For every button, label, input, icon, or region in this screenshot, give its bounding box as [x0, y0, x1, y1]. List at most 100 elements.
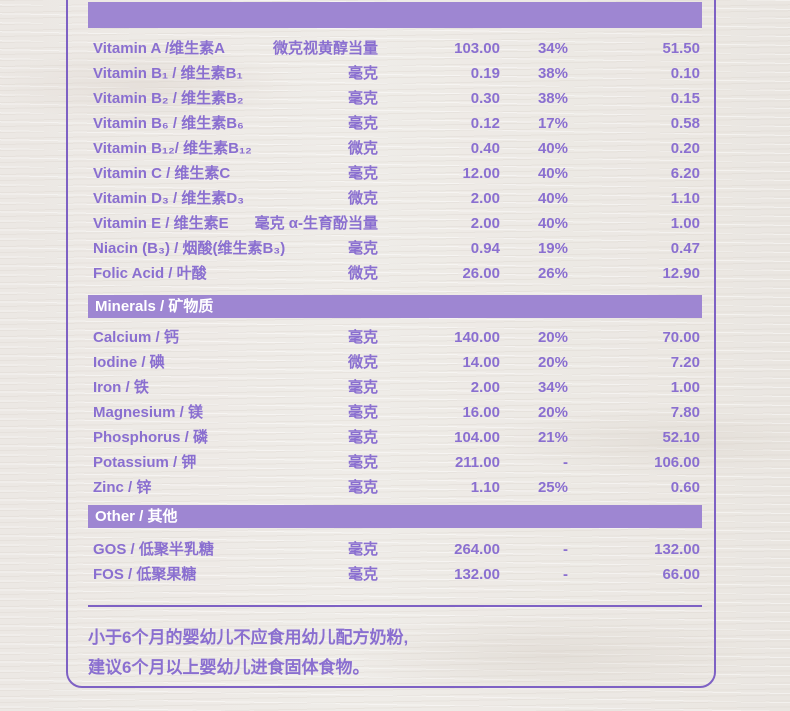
row-percent: 40% — [537, 140, 568, 157]
footnote-divider — [88, 605, 702, 607]
row-unit: 毫克 — [347, 240, 378, 257]
row-value-per-100: 0.19 — [470, 65, 500, 82]
row-value-per-serving: 106.00 — [654, 454, 700, 471]
row-value-per-100: 2.00 — [470, 379, 500, 396]
row-value-per-100: 14.00 — [462, 354, 500, 371]
row-name: Iron / 铁 — [93, 379, 149, 396]
table-row: Iron / 铁 毫克 2.00 34% 1.00 — [88, 375, 702, 400]
row-name: Folic Acid / 叶酸 — [93, 265, 207, 282]
table-row: FOS / 低聚果糖 毫克 132.00 - 66.00 — [88, 562, 702, 587]
row-unit: 毫克 — [347, 65, 378, 82]
row-unit: 毫克 — [347, 454, 378, 471]
table-row: Vitamin B₁ / 维生素B₁ 毫克 0.19 38% 0.10 — [88, 61, 702, 86]
row-value-per-serving: 1.00 — [670, 215, 700, 232]
table-row: Vitamin B₂ / 维生素B₂ 毫克 0.30 38% 0.15 — [88, 86, 702, 111]
table-row: Vitamin B₆ / 维生素B₆ 毫克 0.12 17% 0.58 — [88, 111, 702, 136]
row-name: Calcium / 钙 — [93, 329, 179, 346]
row-value-per-100: 16.00 — [462, 404, 500, 421]
table-row: Folic Acid / 叶酸 微克 26.00 26% 12.90 — [88, 261, 702, 286]
row-value-per-100: 103.00 — [454, 40, 500, 57]
table-row: Potassium / 钾 毫克 211.00 - 106.00 — [88, 450, 702, 475]
row-value-per-serving: 12.90 — [662, 265, 700, 282]
footnote: 小于6个月的婴幼儿不应食用幼儿配方奶粉, 建议6个月以上婴幼儿进食固体食物。 — [88, 623, 702, 683]
row-value-per-100: 2.00 — [470, 190, 500, 207]
table-row: Iodine / 碘 微克 14.00 20% 7.20 — [88, 350, 702, 375]
row-value-per-serving: 0.60 — [670, 479, 700, 496]
table-row: Magnesium / 镁 毫克 16.00 20% 7.80 — [88, 400, 702, 425]
row-unit: 毫克 α-生育酚当量 — [254, 215, 378, 232]
table-sections: Vitamin A /维生素A 微克视黄醇当量 103.00 34% 51.50 Vita… — [88, 36, 702, 587]
row-unit: 毫克 — [347, 429, 378, 446]
row-value-per-serving: 1.00 — [670, 379, 700, 396]
row-unit: 微克 — [347, 354, 378, 371]
row-percent: - — [563, 541, 568, 558]
section-rows-other: GOS / 低聚半乳糖 毫克 264.00-132.00 FOS / 低聚果糖 毫克 13… — [88, 537, 702, 587]
row-value-per-serving: 6.20 — [670, 165, 700, 182]
row-percent: 20% — [537, 329, 568, 346]
row-value-per-100: 0.94 — [470, 240, 500, 257]
row-value-per-serving: 0.10 — [670, 65, 700, 82]
row-value-per-serving: 51.50 — [662, 40, 700, 57]
section-rows-vitamins: Vitamin A /维生素A 微克视黄醇当量 103.00 34% 51.50 Vita… — [88, 36, 702, 286]
section-header-other: Other / 其他 — [88, 505, 702, 528]
row-name: Vitamin B₁ / 维生素B₁ — [93, 65, 243, 82]
row-name: Vitamin C / 维生素C — [93, 165, 231, 182]
table-row: GOS / 低聚半乳糖 毫克 264.00 - 132.00 — [88, 537, 702, 562]
row-percent: 19% — [537, 240, 568, 257]
row-name: Iodine / 碘 — [93, 354, 165, 371]
row-percent: 40% — [537, 215, 568, 232]
row-percent: 40% — [537, 165, 568, 182]
row-unit: 毫克 — [347, 329, 378, 346]
row-value-per-100: 1.10 — [470, 479, 500, 496]
row-name: Vitamin E / 维生素E — [93, 215, 229, 232]
row-name: Vitamin B₆ / 维生素B₆ — [93, 115, 244, 132]
row-unit: 微克 — [347, 190, 378, 207]
row-value-per-100: 104.00 — [454, 429, 500, 446]
table-row: Phosphorus / 磷 毫克 104.00 21% 52.10 — [88, 425, 702, 450]
row-unit: 毫克 — [347, 115, 378, 132]
row-name: Vitamin D₃ / 维生素D₃ — [93, 190, 245, 207]
row-unit: 毫克 — [347, 541, 378, 558]
nutrition-table-panel: Vitamin A /维生素A 微克视黄醇当量 103.00 34% 51.50 Vita… — [66, 0, 716, 688]
row-unit: 毫克 — [347, 479, 378, 496]
row-percent: 20% — [537, 404, 568, 421]
row-percent: 26% — [537, 265, 568, 282]
row-value-per-serving: 52.10 — [662, 429, 700, 446]
row-name: FOS / 低聚果糖 — [93, 566, 197, 583]
row-value-per-100: 264.00 — [454, 541, 500, 558]
row-name: GOS / 低聚半乳糖 — [93, 541, 214, 558]
row-unit: 微克 — [347, 140, 378, 157]
row-value-per-serving: 7.80 — [670, 404, 700, 421]
row-name: Niacin (B₃) / 烟酸(维生素B₃) — [93, 240, 286, 257]
row-name: Vitamin B₁₂/ 维生素B₁₂ — [93, 140, 252, 157]
row-unit: 毫克 — [347, 566, 378, 583]
table-header-bar — [88, 2, 702, 28]
row-value-per-100: 140.00 — [454, 329, 500, 346]
row-name: Magnesium / 镁 — [93, 404, 204, 421]
row-unit: 毫克 — [347, 90, 378, 107]
row-value-per-serving: 0.58 — [670, 115, 700, 132]
row-name: Phosphorus / 磷 — [93, 429, 209, 446]
table-row: Niacin (B₃) / 烟酸(维生素B₃) 毫克 0.94 19% 0.47 — [88, 236, 702, 261]
row-percent: - — [563, 566, 568, 583]
row-percent: 21% — [537, 429, 568, 446]
row-percent: 25% — [537, 479, 568, 496]
nutrition-table-content: Vitamin A /维生素A 微克视黄醇当量 103.00 34% 51.50 Vita… — [88, 2, 702, 686]
table-row: Vitamin D₃ / 维生素D₃ 微克 2.00 40% 1.10 — [88, 186, 702, 211]
section-header-minerals: Minerals / 矿物质 — [88, 295, 702, 318]
row-name: Vitamin B₂ / 维生素B₂ — [93, 90, 244, 107]
row-name: Vitamin A /维生素A — [93, 40, 225, 57]
table-row: Zinc / 锌 毫克 1.10 25% 0.60 — [88, 475, 702, 500]
row-value-per-100: 132.00 — [454, 566, 500, 583]
row-value-per-serving: 132.00 — [654, 541, 700, 558]
row-unit: 微克视黄醇当量 — [272, 40, 378, 57]
row-unit: 毫克 — [347, 379, 378, 396]
row-value-per-serving: 7.20 — [670, 354, 700, 371]
row-percent: 17% — [537, 115, 568, 132]
row-value-per-serving: 0.47 — [670, 240, 700, 257]
row-value-per-serving: 0.20 — [670, 140, 700, 157]
row-percent: 34% — [537, 40, 568, 57]
row-unit: 微克 — [347, 265, 378, 282]
footnote-line-1: 小于6个月的婴幼儿不应食用幼儿配方奶粉, — [88, 628, 409, 647]
